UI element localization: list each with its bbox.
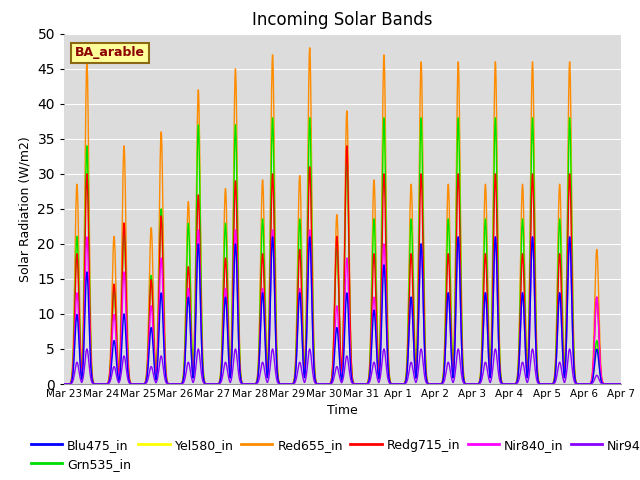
Title: Incoming Solar Bands: Incoming Solar Bands xyxy=(252,11,433,29)
X-axis label: Time: Time xyxy=(327,405,358,418)
Text: BA_arable: BA_arable xyxy=(75,47,145,60)
Legend: Blu475_in, Grn535_in, Yel580_in, Red655_in, Redg715_in, Nir840_in, Nir945_in: Blu475_in, Grn535_in, Yel580_in, Red655_… xyxy=(26,433,640,476)
Y-axis label: Solar Radiation (W/m2): Solar Radiation (W/m2) xyxy=(19,136,32,282)
